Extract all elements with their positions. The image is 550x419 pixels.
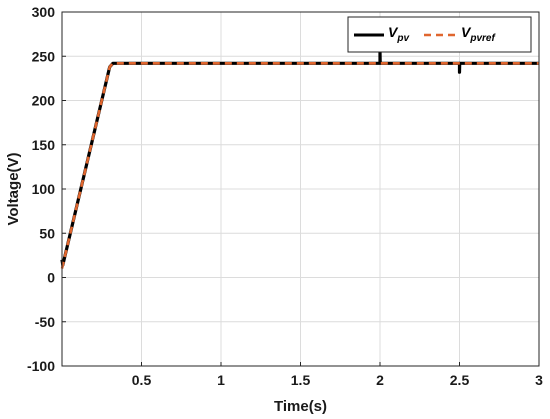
y-axis-label: Voltage(V) xyxy=(5,152,22,225)
series-layer xyxy=(60,50,539,269)
x-axis-label: Time(s) xyxy=(274,398,327,415)
legend-label-vpv: Vpv xyxy=(388,24,410,44)
legend-label-vpvref-main: V xyxy=(461,24,472,40)
y-tick-label: 200 xyxy=(32,93,56,109)
x-tick-label: 2 xyxy=(376,372,384,388)
legend-label-vpvref-sub: pvref xyxy=(469,33,496,44)
y-tick-label: 150 xyxy=(32,137,56,153)
x-tick-label: 1.5 xyxy=(291,372,311,388)
x-tick-label: 3 xyxy=(535,372,543,388)
legend-label-vpv-main: V xyxy=(388,24,399,40)
series-line-vpvref xyxy=(60,61,539,269)
y-tick-label: 250 xyxy=(32,48,56,64)
x-tick-label: 1 xyxy=(217,372,225,388)
legend-label-vpv-sub: pv xyxy=(396,33,410,44)
x-tick-label: 0.5 xyxy=(132,372,152,388)
y-tick-label: 50 xyxy=(39,225,55,241)
y-tick-label: 0 xyxy=(47,270,55,286)
y-tick-label: 100 xyxy=(32,181,56,197)
y-tick-label: -50 xyxy=(35,314,55,330)
y-tick-label: -100 xyxy=(27,358,55,374)
x-tick-label: 2.5 xyxy=(450,372,470,388)
y-tick-label: 300 xyxy=(32,4,56,20)
tick-labels: -100 -50 0 50 100 150 200 250 300 0.5 1 1.5 2 2.5 3 xyxy=(27,4,543,388)
grid xyxy=(62,11,540,367)
legend: Vpv Vpvref xyxy=(347,16,532,53)
legend-label-vpvref: Vpvref xyxy=(461,24,496,44)
